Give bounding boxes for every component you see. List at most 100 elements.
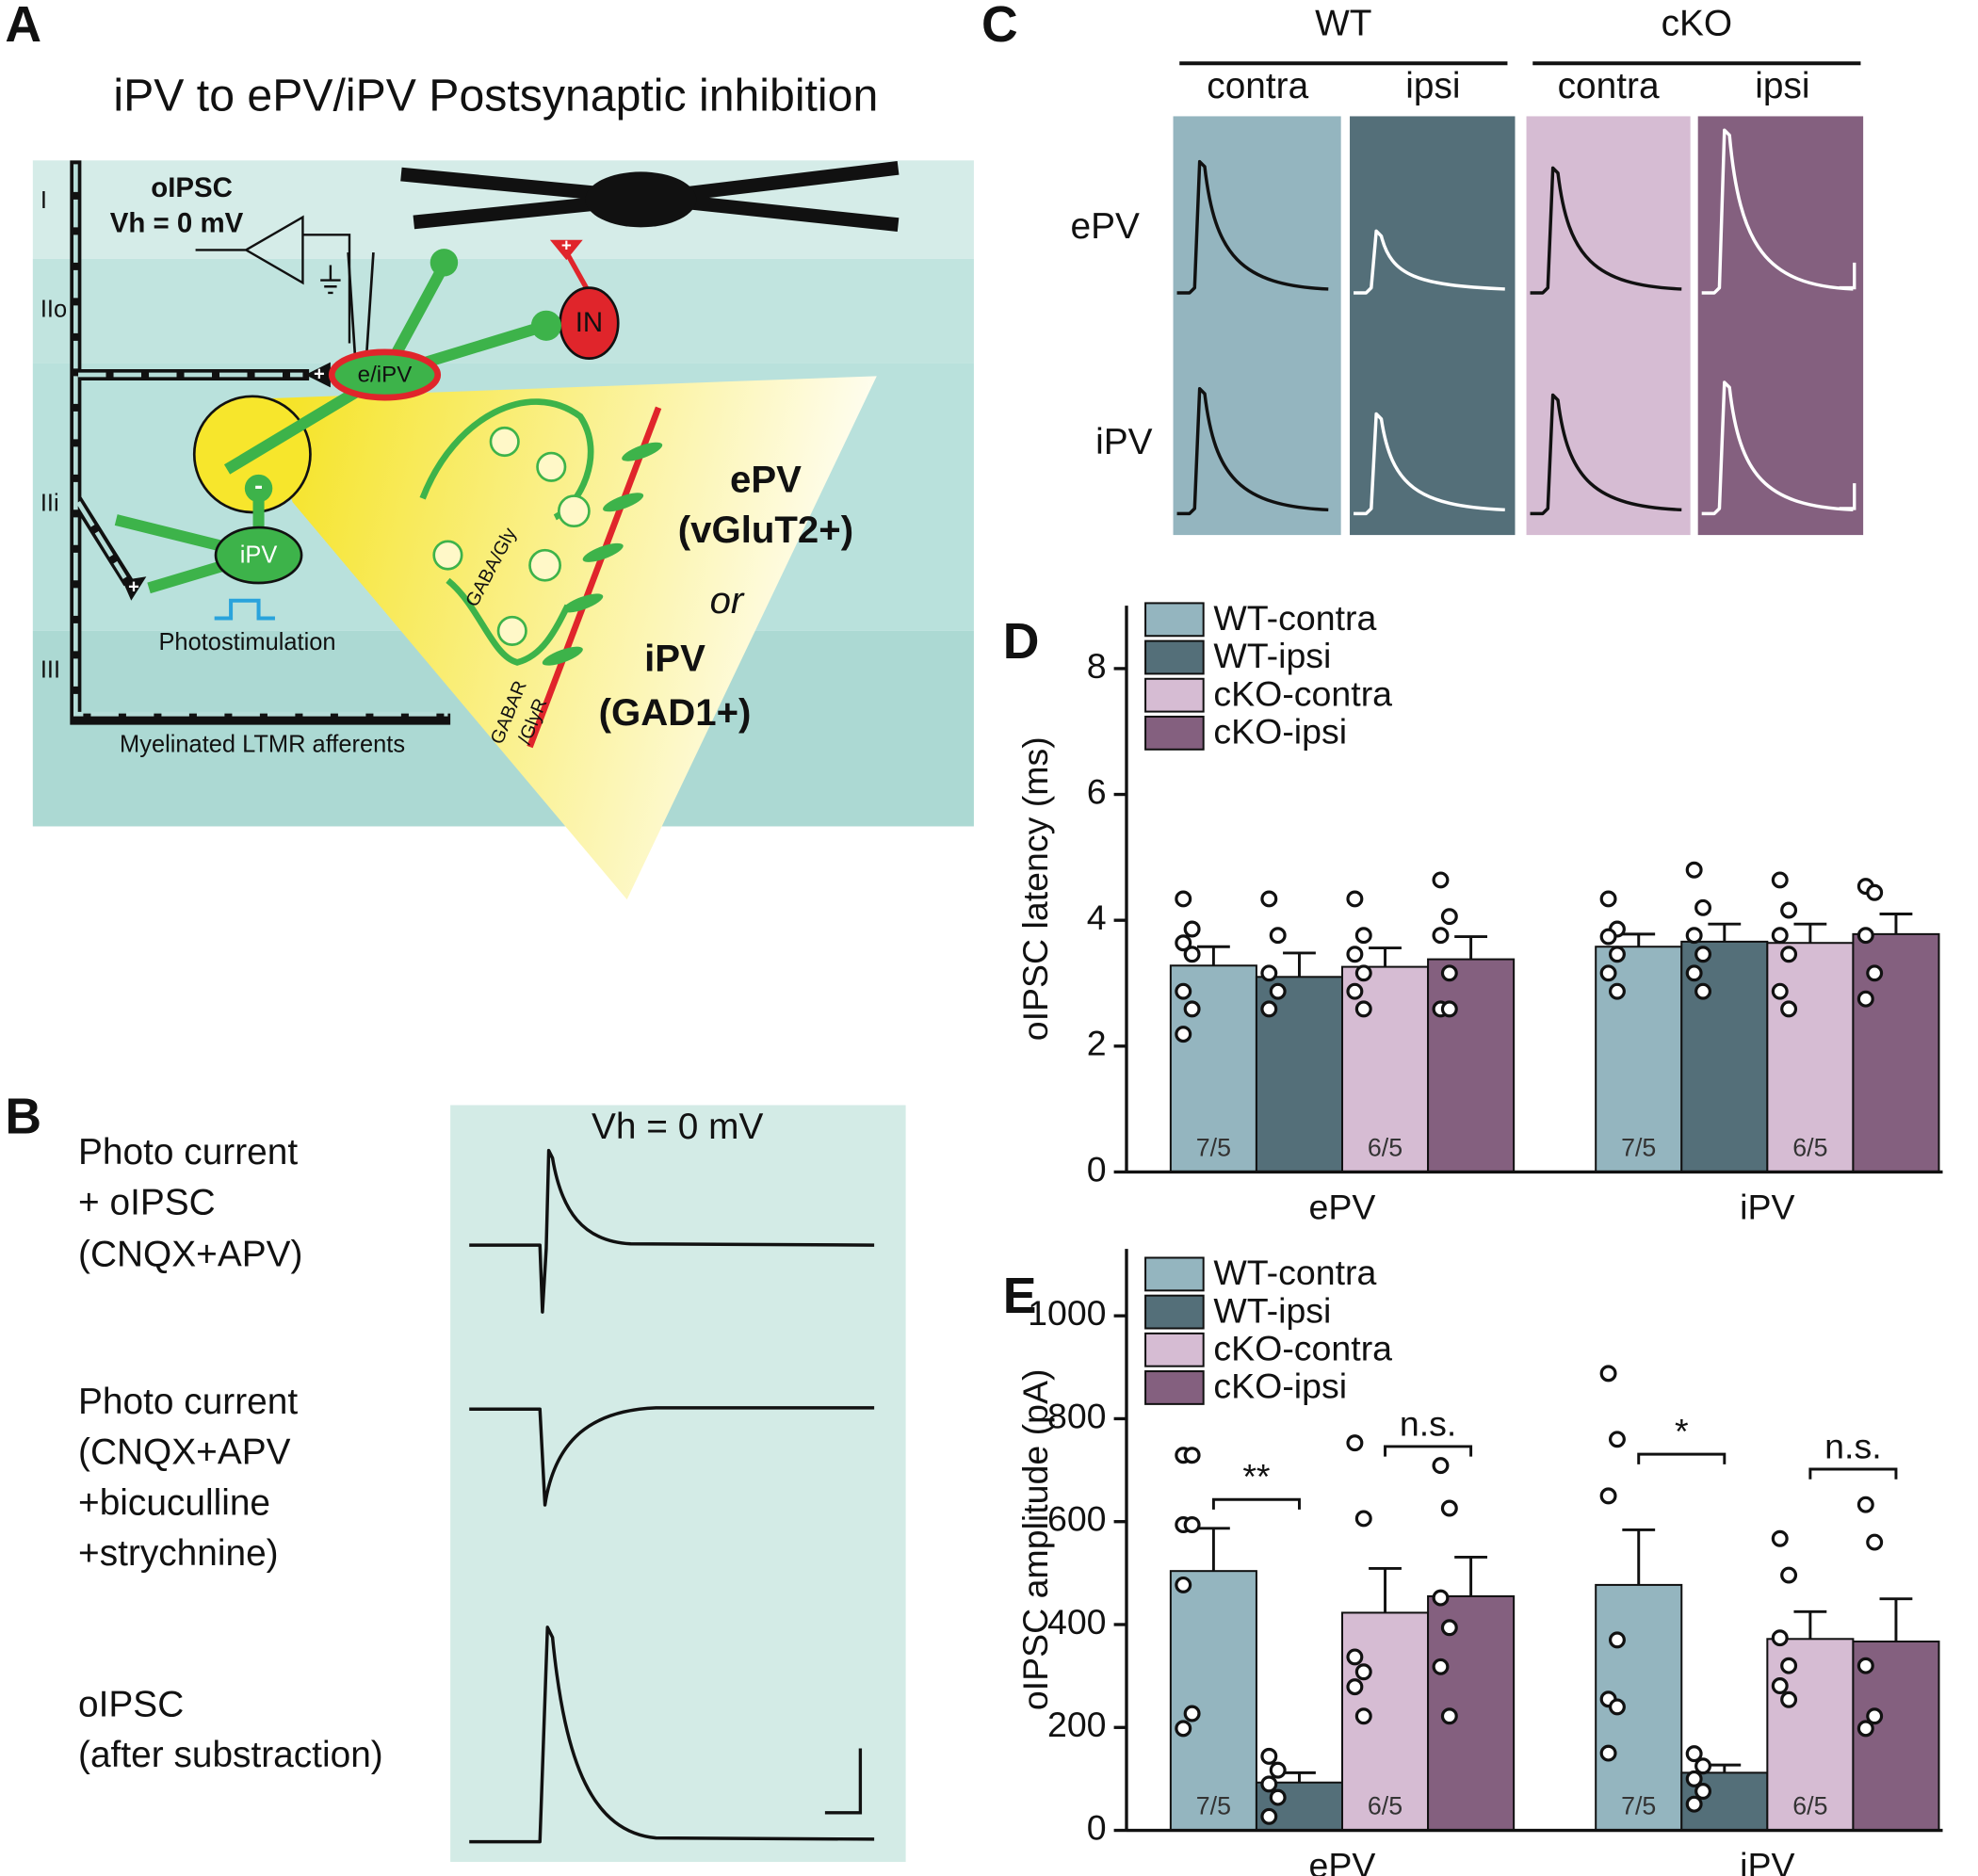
data-point <box>1440 1619 1458 1637</box>
y-tick-label: 0 <box>1087 1149 1107 1189</box>
pv-bouton <box>530 310 561 341</box>
data-point <box>1694 1757 1712 1775</box>
data-point <box>1432 927 1450 945</box>
condition-label: +strychnine) <box>78 1533 279 1574</box>
data-point <box>1354 927 1372 945</box>
sign: + <box>314 364 325 384</box>
y-tick-label: 2 <box>1087 1024 1107 1063</box>
electrode <box>347 252 375 366</box>
data-point <box>1856 1657 1874 1674</box>
panel-letter: B <box>5 1090 41 1145</box>
condition-label: (CNQX+APV <box>78 1432 291 1473</box>
data-point <box>1780 1690 1798 1708</box>
data-point <box>1694 982 1712 1000</box>
significance-label: n.s. <box>1400 1403 1456 1443</box>
data-point <box>1354 1663 1372 1681</box>
trace <box>469 1148 875 1314</box>
y-tick-label: 6 <box>1087 771 1107 811</box>
terminal <box>122 576 147 601</box>
data-point <box>1175 1576 1192 1593</box>
y-tick-label: 8 <box>1087 646 1107 686</box>
significance-label: ** <box>1242 1457 1270 1496</box>
condition-label: oIPSC <box>78 1685 184 1725</box>
data-point <box>1432 1658 1450 1675</box>
holding-label: Vh = 0 mV <box>592 1107 763 1147</box>
target-label: (GAD1+) <box>599 691 752 734</box>
layer-label: IIi <box>41 491 59 517</box>
data-point <box>1856 927 1874 945</box>
n-label: 6/5 <box>1368 1792 1402 1820</box>
side-label: contra <box>1558 66 1660 106</box>
layer-band <box>32 258 974 364</box>
legend-swatch <box>1144 639 1205 675</box>
data-point <box>1260 890 1278 908</box>
n-label: 7/5 <box>1621 1133 1656 1161</box>
data-point <box>1183 1447 1201 1464</box>
legend-swatch <box>1144 1370 1205 1405</box>
trace <box>469 1406 875 1507</box>
bar <box>1340 965 1430 1173</box>
data-point <box>1183 1516 1201 1533</box>
x-tick-label: ePV <box>1309 1188 1376 1227</box>
data-point <box>1175 890 1192 908</box>
target-label: ePV <box>730 458 802 500</box>
terminal <box>305 362 331 388</box>
data-point <box>1866 883 1884 901</box>
significance-bracket <box>1637 1452 1727 1464</box>
vesicle <box>432 540 463 571</box>
data-point <box>1260 1775 1278 1793</box>
data-point <box>1260 964 1278 982</box>
data-point <box>1694 898 1712 916</box>
n-label: 7/5 <box>1621 1792 1656 1820</box>
vesicles <box>432 426 591 646</box>
cell-label: IN <box>576 307 603 338</box>
trace <box>1530 393 1682 516</box>
trace <box>1354 412 1505 516</box>
data-point <box>1608 1698 1626 1716</box>
data-point <box>1269 1761 1287 1779</box>
data-point <box>1599 1487 1617 1505</box>
data-point <box>1685 1745 1703 1763</box>
genotype-label: cKO <box>1662 3 1733 43</box>
trace-background <box>1173 116 1341 536</box>
data-point <box>1432 871 1450 889</box>
data-point <box>1780 1566 1798 1584</box>
data-point <box>1608 1431 1626 1448</box>
c-traces <box>1176 128 1854 516</box>
data-point <box>1183 1705 1201 1722</box>
condition-label: (CNQX+APV) <box>78 1234 302 1274</box>
bar <box>1766 1638 1855 1832</box>
significance-bracket <box>1211 1497 1301 1510</box>
sign: - <box>254 471 263 499</box>
panel-letter: C <box>981 0 1018 53</box>
data-point <box>1685 1770 1703 1787</box>
data-point <box>1780 946 1798 963</box>
trace-background <box>450 1105 906 1863</box>
trace <box>469 1625 875 1844</box>
row-label: iPV <box>1095 422 1153 462</box>
condition-label: Photo current <box>78 1382 298 1422</box>
recording-label: Vh = 0 mV <box>110 207 244 238</box>
receptor <box>542 646 583 666</box>
data-point <box>1771 871 1789 889</box>
significance-bracket <box>1808 1467 1898 1480</box>
sign: + <box>128 577 139 598</box>
data-point <box>1780 1000 1798 1018</box>
data-point <box>1771 927 1789 945</box>
data-point <box>1260 1807 1278 1825</box>
receptor <box>603 493 644 512</box>
terminal-membrane <box>419 398 594 666</box>
data-point <box>1771 1529 1789 1547</box>
data-point <box>1354 964 1372 982</box>
target-label: iPV <box>644 638 705 680</box>
bar <box>1595 946 1683 1173</box>
y-tick-label: 1000 <box>1028 1293 1106 1333</box>
data-point <box>1771 1677 1789 1694</box>
y-axis-label: oIPSC amplitude (pA) <box>1015 1369 1055 1711</box>
bar <box>1852 932 1940 1173</box>
data-point <box>1354 1510 1372 1528</box>
terminal <box>549 239 583 261</box>
genotype-label: WT <box>1315 3 1371 43</box>
data-point <box>1260 1000 1278 1018</box>
